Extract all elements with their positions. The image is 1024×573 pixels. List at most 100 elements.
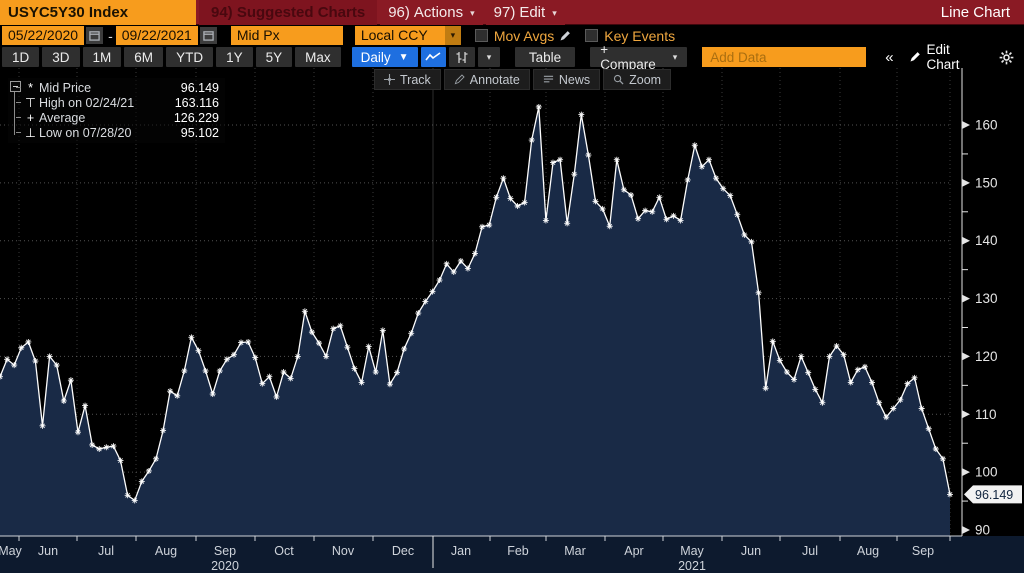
- chevron-down-icon[interactable]: ▾: [444, 26, 461, 45]
- legend-value: 163.116: [174, 95, 219, 110]
- svg-text:Dec: Dec: [392, 544, 414, 558]
- y-axis: 90 100 110 120 130 140 150 160: [961, 68, 998, 538]
- range-button-ytd[interactable]: YTD: [166, 47, 214, 67]
- news-icon: [543, 74, 554, 85]
- zoom-tool-button[interactable]: Zoom: [603, 69, 672, 90]
- actions-menu[interactable]: 96) Actions ▾: [380, 0, 483, 25]
- periodicity-select[interactable]: Daily ▼: [351, 47, 418, 67]
- date-to-field[interactable]: 09/22/2021: [115, 26, 198, 45]
- legend-marker-icon: ⊤: [25, 96, 36, 110]
- range-button-5y[interactable]: 5Y: [255, 47, 293, 67]
- line-chart-icon: [425, 52, 441, 61]
- legend-row-2[interactable]: + Average 126.229: [10, 110, 219, 125]
- settings-gear-button[interactable]: [995, 47, 1018, 67]
- chart-plot-area[interactable]: May Jun Jul Aug Sep Oct Nov Dec Jan Feb Mar Apr May J…: [0, 68, 1024, 573]
- candle-chart-type-button[interactable]: [449, 47, 476, 67]
- edit-label: Edit: [519, 3, 546, 21]
- key-events-checkbox[interactable]: [585, 29, 599, 42]
- chart-type-label: Line Chart: [940, 3, 1010, 21]
- svg-text:Aug: Aug: [857, 544, 879, 558]
- chevron-down-icon: ▾: [672, 51, 678, 62]
- svg-text:90: 90: [975, 523, 990, 538]
- table-button[interactable]: Table: [514, 47, 576, 67]
- track-icon: [384, 74, 395, 85]
- area-fill: [0, 107, 950, 536]
- compare-label: + Compare: [600, 42, 656, 72]
- range-button-1y[interactable]: 1Y: [216, 47, 253, 67]
- svg-text:Mar: Mar: [564, 544, 586, 558]
- svg-text:Aug: Aug: [155, 544, 177, 558]
- chart-tools-bar: Track Annotate News Zoom: [374, 69, 672, 90]
- calendar-icon[interactable]: [199, 27, 217, 44]
- svg-text:Apr: Apr: [624, 544, 643, 558]
- currency-select[interactable]: Local CCY: [354, 26, 445, 45]
- price-field-select[interactable]: Mid Px: [230, 26, 343, 45]
- svg-text:Nov: Nov: [332, 544, 355, 558]
- svg-text:96.149: 96.149: [975, 488, 1013, 502]
- legend-marker-icon: *: [28, 80, 33, 95]
- calendar-icon[interactable]: [86, 27, 104, 44]
- mov-avgs-label: Mov Avgs: [493, 27, 555, 44]
- svg-text:160: 160: [975, 118, 998, 133]
- line-chart-type-button[interactable]: [420, 47, 447, 67]
- date-from-field[interactable]: 05/22/2020: [2, 26, 85, 45]
- add-data-input[interactable]: [702, 47, 867, 67]
- title-bar: USYC5Y30 Index 94) Suggested Charts 96) …: [0, 0, 1024, 25]
- edit-number: 97): [493, 3, 516, 21]
- chevron-down-icon: ▾: [470, 7, 475, 18]
- control-bar: 1D 3D 1M 6M YTD 1Y 5Y Max Daily ▼ ▾ Table + Com…: [0, 42, 1024, 72]
- edit-chart-label: Edit Chart: [926, 42, 960, 72]
- legend-marker-icon: +: [26, 110, 35, 125]
- range-button-3d[interactable]: 3D: [42, 47, 80, 67]
- pencil-icon[interactable]: [559, 30, 571, 42]
- edit-menu[interactable]: 97) Edit ▾: [485, 0, 565, 25]
- edit-chart-button[interactable]: Edit Chart: [903, 42, 992, 72]
- svg-text:Sep: Sep: [214, 544, 236, 558]
- svg-text:Jan: Jan: [451, 544, 471, 558]
- svg-text:May: May: [0, 544, 23, 558]
- compare-button[interactable]: + Compare ▾: [590, 42, 688, 72]
- legend-row-1[interactable]: ⊤ High on 02/24/21 163.116: [10, 95, 219, 110]
- range-button-6m[interactable]: 6M: [124, 47, 164, 67]
- chevron-down-icon: ▾: [552, 7, 557, 18]
- pencil-icon: [910, 52, 920, 62]
- collapse-panel-button[interactable]: «: [885, 48, 894, 66]
- legend-label: Average: [39, 110, 86, 125]
- suggested-charts-button[interactable]: 94) Suggested Charts: [199, 0, 378, 25]
- svg-text:120: 120: [975, 349, 998, 364]
- legend-value: 96.149: [180, 80, 219, 95]
- svg-text:150: 150: [975, 175, 998, 190]
- legend-collapse-icon[interactable]: [10, 81, 21, 92]
- track-tool-button[interactable]: Track: [374, 69, 441, 90]
- svg-text:100: 100: [975, 465, 998, 480]
- data-point-markers: [0, 103, 953, 504]
- security-ticker[interactable]: USYC5Y30 Index: [0, 0, 196, 25]
- legend-row-3[interactable]: ⊥ Low on 07/28/20 95.102: [10, 125, 219, 140]
- date-separator: -: [108, 27, 113, 44]
- svg-text:May: May: [680, 544, 704, 558]
- svg-text:Jun: Jun: [741, 544, 761, 558]
- mov-avgs-checkbox[interactable]: [474, 29, 488, 42]
- svg-text:130: 130: [975, 291, 998, 306]
- svg-text:2020: 2020: [211, 559, 239, 573]
- range-button-1m[interactable]: 1M: [82, 47, 122, 67]
- svg-text:Jun: Jun: [38, 544, 58, 558]
- chart-legend[interactable]: * Mid Price 96.149 ⊤ High on 02/24/21 163.116…: [8, 78, 225, 143]
- news-tool-button[interactable]: News: [532, 69, 601, 90]
- annotate-icon: [454, 74, 465, 85]
- last-price-badge: 96.149: [964, 485, 1022, 504]
- field-bar: 05/22/2020 - 09/22/2021 Mid Px Local CCY…: [0, 25, 1024, 46]
- svg-text:Jul: Jul: [98, 544, 114, 558]
- range-button-1d[interactable]: 1D: [2, 47, 40, 67]
- annotate-tool-button[interactable]: Annotate: [443, 69, 530, 90]
- legend-value: 95.102: [180, 125, 219, 140]
- chart-type-dropdown[interactable]: ▾: [478, 47, 500, 67]
- periodicity-label: Daily: [360, 49, 391, 65]
- actions-label: Actions: [413, 3, 464, 21]
- legend-row-0[interactable]: * Mid Price 96.149: [10, 80, 219, 95]
- zoom-icon: [613, 74, 624, 85]
- svg-text:140: 140: [975, 233, 998, 248]
- actions-number: 96): [388, 3, 410, 21]
- range-button-max[interactable]: Max: [295, 47, 341, 67]
- chevron-down-icon: ▾: [486, 51, 492, 62]
